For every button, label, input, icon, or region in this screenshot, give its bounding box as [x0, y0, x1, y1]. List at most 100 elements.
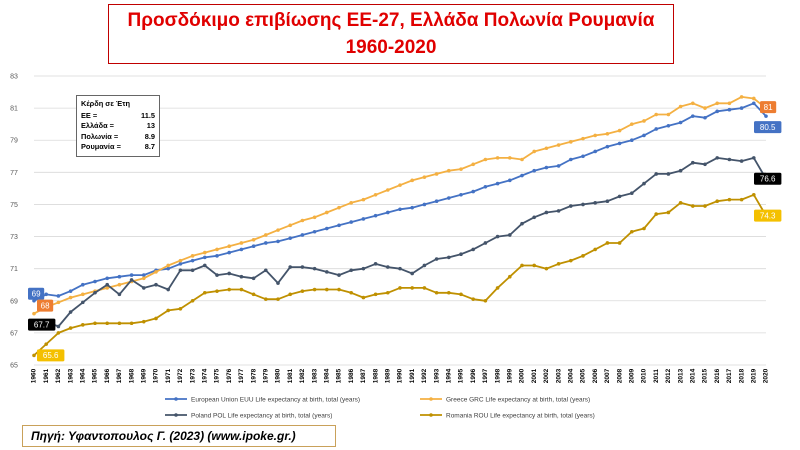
gains-row: Ρουμανία = 8.7: [81, 142, 155, 153]
data-point: [739, 159, 744, 163]
data-point: [264, 297, 268, 301]
data-point: [471, 297, 476, 301]
data-point: [190, 254, 195, 258]
data-point: [617, 128, 622, 133]
data-point: [203, 290, 207, 295]
gains-value: 11.5: [141, 110, 155, 120]
data-point: [142, 273, 146, 277]
data-point: [361, 295, 366, 300]
data-point: [398, 207, 402, 212]
data-point: [398, 266, 402, 271]
data-point: [288, 223, 293, 228]
data-point: [569, 204, 573, 208]
data-point: [556, 143, 561, 147]
data-point: [508, 233, 512, 237]
data-point: [410, 286, 415, 290]
data-point: [727, 101, 732, 106]
data-point: [459, 252, 463, 257]
data-point: [105, 282, 109, 287]
data-point: [105, 286, 109, 290]
data-label-box: [28, 287, 45, 300]
data-point: [605, 144, 610, 149]
data-point: [569, 258, 573, 263]
data-point: [532, 263, 536, 268]
data-point: [239, 241, 244, 245]
x-tick-label: 1966: [104, 368, 111, 383]
data-point: [32, 298, 36, 303]
data-point: [422, 263, 427, 268]
legend-label: Poland POL Life expectancy at birth, tot…: [191, 413, 332, 420]
legend-marker: [429, 413, 433, 417]
data-point: [227, 287, 231, 292]
data-point: [654, 172, 658, 176]
data-point: [556, 209, 561, 213]
gains-value: 8.7: [144, 142, 155, 152]
data-point: [691, 204, 695, 208]
data-point: [617, 194, 622, 199]
data-point: [288, 265, 293, 269]
data-point: [593, 247, 597, 252]
data-label-box: [754, 172, 782, 185]
x-tick-label: 1962: [55, 368, 62, 383]
x-tick-label: 1975: [214, 368, 221, 383]
data-point: [752, 96, 756, 101]
data-point: [447, 255, 451, 260]
data-point: [325, 226, 329, 231]
data-point: [276, 297, 280, 301]
data-point: [654, 212, 658, 216]
x-tick-label: 2000: [519, 368, 526, 383]
data-point: [617, 241, 622, 245]
data-point: [471, 162, 476, 167]
data-point: [68, 326, 73, 330]
data-point: [483, 157, 488, 162]
data-point: [471, 247, 476, 252]
x-tick-label: 1998: [494, 368, 501, 383]
data-point: [373, 292, 378, 297]
data-point: [239, 247, 244, 252]
data-point: [630, 122, 634, 126]
data-point: [178, 307, 183, 311]
data-point: [544, 210, 549, 215]
data-point: [154, 270, 158, 274]
y-tick-label: 67: [10, 330, 18, 337]
x-tick-label: 2013: [677, 368, 684, 383]
gains-header: Κέρδη σε Έτη: [81, 99, 131, 108]
data-point: [715, 156, 719, 160]
data-point: [117, 292, 122, 297]
data-point: [117, 321, 122, 326]
data-point: [239, 287, 244, 292]
x-tick-label: 2017: [726, 368, 733, 383]
x-tick-label: 2020: [763, 368, 770, 383]
y-tick-label: 69: [10, 298, 18, 305]
data-point: [142, 276, 146, 281]
data-point: [581, 202, 585, 207]
x-tick-label: 1995: [458, 368, 465, 383]
data-point: [56, 324, 61, 329]
data-point: [495, 286, 500, 290]
x-tick-label: 2015: [702, 368, 709, 383]
data-label-box: [37, 299, 54, 312]
data-point: [325, 270, 329, 274]
data-point: [508, 156, 512, 160]
data-point: [447, 168, 451, 173]
x-tick-label: 2007: [604, 368, 611, 383]
data-point: [203, 263, 207, 268]
data-point: [349, 201, 354, 205]
data-point: [483, 184, 488, 189]
data-point: [691, 114, 695, 118]
x-tick-label: 2004: [568, 368, 575, 383]
data-label-box: [760, 101, 777, 114]
data-point: [715, 199, 719, 204]
data-point: [556, 262, 561, 266]
legend-label: European Union EUU Life expectancy at bi…: [191, 397, 360, 404]
data-point: [178, 258, 183, 263]
data-point: [422, 202, 427, 207]
gains-value: 13: [146, 121, 155, 131]
x-tick-label: 1985: [336, 368, 343, 383]
data-point: [166, 308, 170, 313]
data-point: [361, 266, 366, 271]
data-point: [654, 127, 658, 131]
data-point: [617, 141, 622, 146]
x-tick-label: 2005: [580, 368, 587, 383]
